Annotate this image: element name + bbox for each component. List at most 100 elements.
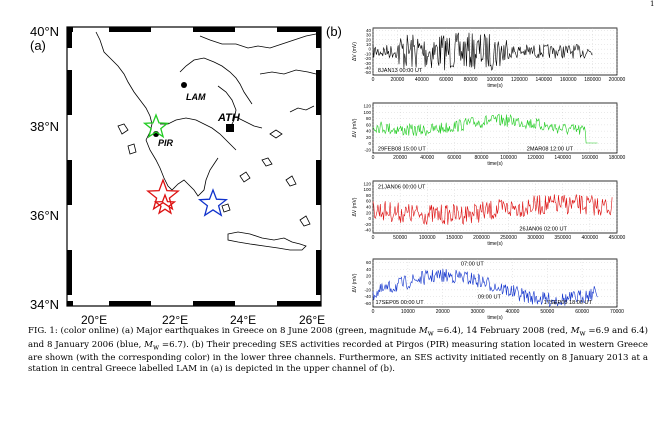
x-tick-label: 50000 [540,309,554,315]
y-tick-label: -40 [364,294,371,299]
y-tick-label: 100 [363,187,371,192]
map-lon-label-24: 24°E [230,313,256,327]
x-tick-label: 0 [372,77,375,83]
caption-mw-sub-1: w [427,328,434,338]
x-tick-label: 140000 [554,155,571,161]
y-tick-label: 0 [368,281,371,286]
x-tick-label: 140000 [535,77,552,83]
x-tick-label: 0 [372,309,375,315]
y-tick-label: 20 [366,135,372,140]
channel-annotation: 2MAR08 12:00 UT [527,147,574,153]
map-lon-label-20: 20°E [81,313,107,327]
station-ath-marker [226,124,234,132]
earthquake-red-star-large [146,178,180,211]
x-tick-label: 400000 [582,235,599,241]
y-tick-label: 60 [366,122,372,127]
x-tick-label: 300000 [527,235,544,241]
x-tick-label: 10000 [401,309,415,315]
panel-a-label: (a) [30,38,46,53]
x-tick-label: 60000 [447,155,461,161]
x-tick-label: 180000 [584,77,601,83]
signal-trace [372,32,593,71]
station-lam-marker [181,82,187,88]
y-tick-label: -20 [364,147,371,152]
x-tick-label: 60000 [439,77,453,83]
map-lat-label-34: 34°N [30,297,59,312]
y-tick-label: -20 [364,222,371,227]
x-tick-label: 250000 [500,235,517,241]
signal-trace [372,194,613,226]
x-tick-label: 40000 [415,77,429,83]
y-tick-label: 60 [366,260,372,265]
y-tick-label: 20 [366,37,372,42]
y-tick-label: -20 [364,287,371,292]
x-tick-label: 0 [372,155,375,161]
channel-annotation: 21JAN06 00:00 UT [378,184,426,190]
caption-mw-3: M [144,339,153,350]
earthquake-red-star-small [153,193,177,215]
y-tick-label: 20 [366,210,372,215]
x-tick-label: 70000 [610,309,624,315]
y-tick-label: -40 [364,228,371,233]
channel-annotation: 17SEP05 18:00 UT [544,300,593,306]
x-axis-label: time(s) [487,83,503,89]
y-axis-label: ΔV (mV) [352,273,358,292]
y-tick-label: 80 [366,193,372,198]
caption-part-2: =6.4), 14 February 2008 (red, [433,326,568,336]
y-tick-label: -50 [364,70,371,75]
y-tick-label: 120 [363,181,371,186]
y-tick-label: 40 [366,267,372,272]
x-tick-label: 200000 [473,235,490,241]
y-tick-label: 80 [366,116,372,121]
signal-trace [372,113,598,144]
y-tick-label: 30 [366,33,372,38]
y-tick-label: 100 [363,110,371,115]
x-tick-label: 160000 [560,77,577,83]
y-tick-label: 20 [366,274,372,279]
y-tick-label: 40 [366,129,372,134]
x-tick-label: 40000 [420,155,434,161]
x-tick-label: 20000 [393,155,407,161]
figure-caption: FIG. 1: (color online) (a) Major earthqu… [28,326,648,375]
y-tick-label: -60 [364,301,371,306]
caption-mw-sub-3: w [152,342,160,352]
x-tick-label: 100000 [419,235,436,241]
x-tick-label: 120000 [527,155,544,161]
x-tick-label: 350000 [554,235,571,241]
y-tick-label: 10 [366,42,372,47]
caption-part-4: =6.7). (b) Their preceding SES activitie… [28,339,648,375]
y-tick-label: -10 [364,51,371,56]
x-tick-label: 450000 [609,235,626,241]
y-axis-label: ΔV (mV) [352,197,358,216]
x-tick-label: 40000 [505,309,519,315]
x-axis-label: time(s) [487,315,503,321]
x-tick-label: 60000 [575,309,589,315]
map-lat-label-36: 36°N [30,208,59,223]
earthquake-blue-star [197,188,229,217]
channel-annotation: 26JAN06 02:00 UT [519,226,567,232]
x-tick-label: 80000 [474,155,488,161]
map-lon-label-26: 26°E [299,313,325,327]
panel-b-label: (b) [326,24,342,39]
station-ath-label: ATH [217,112,241,124]
x-tick-label: 200000 [609,77,626,83]
y-axis-label: ΔV (mV) [352,42,358,61]
y-tick-label: -20 [364,56,371,61]
greece-coastline [95,31,317,251]
caption-mw-2: M [570,326,580,336]
map-frame-scale [67,27,321,306]
x-tick-label: 100000 [487,77,504,83]
y-tick-label: -30 [364,61,371,66]
channel-annotation: 29FEB08 15:00 UT [378,147,426,153]
x-axis-label: time(s) [487,241,503,247]
channel-annotation: 07:00 UT [461,262,485,268]
y-tick-label: 0 [368,47,371,52]
map-lat-label-40: 40°N [30,24,59,39]
x-tick-label: 20000 [390,77,404,83]
map-frame [66,26,322,307]
